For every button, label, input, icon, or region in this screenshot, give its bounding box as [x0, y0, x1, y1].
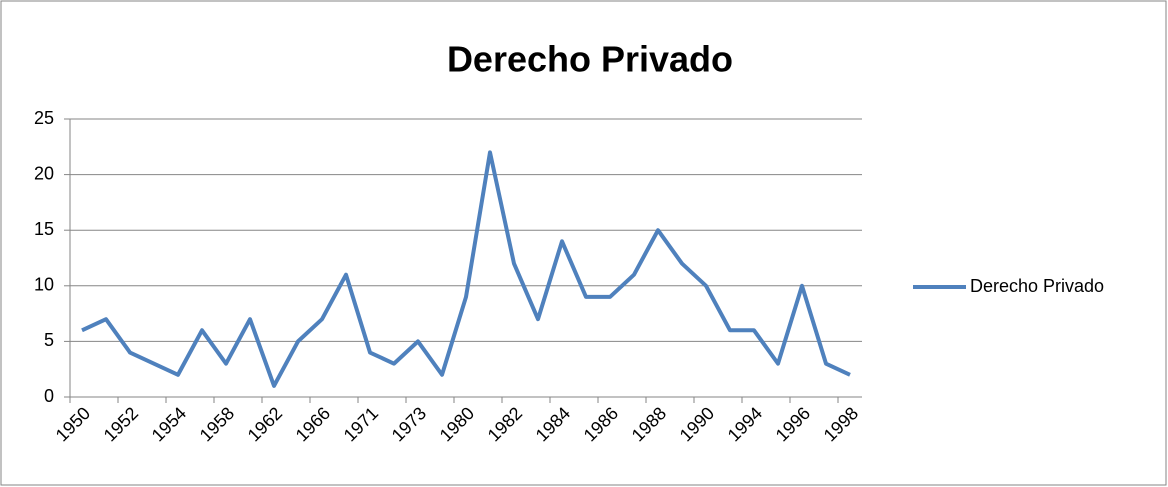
y-tick-label: 10 [34, 275, 54, 295]
y-tick-label: 0 [44, 386, 54, 406]
y-tick-label: 20 [34, 163, 54, 183]
y-tick-label: 5 [44, 330, 54, 350]
y-tick-label: 25 [34, 108, 54, 128]
legend-label: Derecho Privado [970, 276, 1104, 296]
y-tick-label: 15 [34, 219, 54, 239]
chart-title: Derecho Privado [447, 39, 733, 80]
data-line [81, 150, 851, 388]
